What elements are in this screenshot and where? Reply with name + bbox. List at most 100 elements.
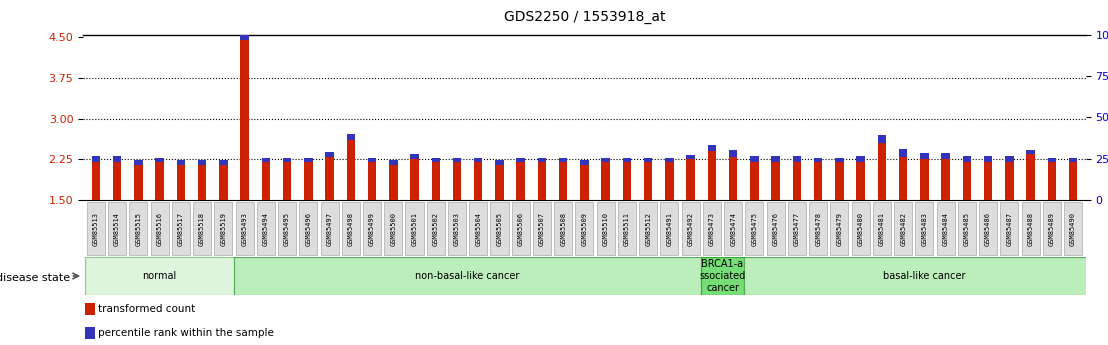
FancyBboxPatch shape	[809, 203, 828, 255]
Bar	[516, 162, 525, 200]
Text: GSM85483: GSM85483	[922, 211, 927, 246]
FancyBboxPatch shape	[554, 203, 572, 255]
Bar	[219, 160, 227, 165]
Bar	[347, 140, 355, 200]
Bar	[814, 162, 822, 200]
Text: GSM85485: GSM85485	[964, 211, 970, 246]
Bar	[581, 160, 588, 165]
Text: GSM85480: GSM85480	[858, 211, 863, 246]
Bar	[1005, 156, 1014, 162]
Bar	[878, 143, 886, 200]
Text: GSM85490: GSM85490	[1070, 211, 1076, 246]
FancyBboxPatch shape	[85, 257, 234, 295]
Text: GSM85476: GSM85476	[772, 211, 779, 246]
FancyBboxPatch shape	[746, 203, 763, 255]
Bar	[389, 165, 398, 200]
Bar	[984, 156, 993, 162]
Bar	[750, 156, 759, 162]
Bar	[644, 162, 653, 200]
Bar	[198, 165, 206, 200]
Bar	[771, 156, 780, 162]
FancyBboxPatch shape	[957, 203, 976, 255]
FancyBboxPatch shape	[915, 203, 933, 255]
FancyBboxPatch shape	[597, 203, 615, 255]
FancyBboxPatch shape	[130, 203, 147, 255]
Bar	[899, 157, 907, 200]
Text: GSM85510: GSM85510	[603, 211, 608, 246]
FancyBboxPatch shape	[341, 203, 360, 255]
Bar	[687, 159, 695, 200]
Text: GSM85517: GSM85517	[177, 211, 184, 246]
Text: GSM85487: GSM85487	[1006, 211, 1013, 246]
FancyBboxPatch shape	[830, 203, 849, 255]
Text: GSM85484: GSM85484	[943, 211, 948, 246]
Bar	[92, 156, 100, 162]
FancyBboxPatch shape	[236, 203, 254, 255]
Bar	[347, 134, 355, 140]
Bar	[389, 160, 398, 165]
Bar	[453, 162, 461, 200]
FancyBboxPatch shape	[873, 203, 891, 255]
Text: normal: normal	[143, 271, 176, 281]
FancyBboxPatch shape	[86, 203, 105, 255]
Bar	[326, 152, 334, 157]
FancyBboxPatch shape	[512, 203, 530, 255]
FancyBboxPatch shape	[406, 203, 423, 255]
Bar	[431, 162, 440, 200]
Bar	[176, 160, 185, 165]
Bar	[240, 33, 249, 40]
Text: GSM85492: GSM85492	[688, 211, 694, 246]
FancyBboxPatch shape	[151, 203, 168, 255]
Text: basal-like cancer: basal-like cancer	[883, 271, 966, 281]
Bar	[113, 156, 122, 162]
Bar	[708, 151, 716, 200]
Text: GSM85506: GSM85506	[517, 211, 524, 246]
Bar	[453, 158, 461, 162]
FancyBboxPatch shape	[1064, 203, 1083, 255]
Bar	[283, 162, 291, 200]
Bar	[942, 153, 950, 159]
Text: GSM85482: GSM85482	[900, 211, 906, 246]
Bar	[963, 156, 971, 162]
FancyBboxPatch shape	[852, 203, 870, 255]
Bar	[963, 162, 971, 200]
Bar	[665, 158, 674, 162]
FancyBboxPatch shape	[533, 203, 551, 255]
Text: GSM85519: GSM85519	[220, 211, 226, 246]
Bar	[431, 158, 440, 162]
Bar	[856, 162, 865, 200]
Text: GSM85515: GSM85515	[135, 211, 142, 246]
Text: GSM85474: GSM85474	[730, 211, 736, 246]
FancyBboxPatch shape	[894, 203, 912, 255]
FancyBboxPatch shape	[743, 257, 1105, 295]
Bar	[878, 135, 886, 143]
Bar	[623, 158, 632, 162]
FancyBboxPatch shape	[788, 203, 806, 255]
Bar	[410, 159, 419, 200]
Text: GSM85516: GSM85516	[156, 211, 163, 246]
FancyBboxPatch shape	[278, 203, 296, 255]
Text: GSM85473: GSM85473	[709, 211, 715, 246]
Bar	[920, 159, 929, 200]
Text: non-basal-like cancer: non-basal-like cancer	[416, 271, 520, 281]
Bar	[198, 160, 206, 165]
FancyBboxPatch shape	[257, 203, 275, 255]
Bar	[219, 165, 227, 200]
Bar	[899, 148, 907, 157]
Text: BRCA1-a
ssociated
cancer: BRCA1-a ssociated cancer	[699, 259, 746, 293]
Text: GSM85481: GSM85481	[879, 211, 885, 246]
Bar	[665, 162, 674, 200]
Bar	[368, 158, 377, 162]
Bar	[537, 162, 546, 200]
FancyBboxPatch shape	[681, 203, 700, 255]
Bar	[942, 159, 950, 200]
Text: GSM85511: GSM85511	[624, 211, 630, 246]
Text: GSM85497: GSM85497	[327, 211, 332, 246]
FancyBboxPatch shape	[109, 203, 126, 255]
Bar	[835, 158, 843, 162]
FancyBboxPatch shape	[491, 203, 509, 255]
FancyBboxPatch shape	[660, 203, 678, 255]
FancyBboxPatch shape	[1043, 203, 1060, 255]
Text: GSM85477: GSM85477	[794, 211, 800, 246]
Text: GSM85493: GSM85493	[242, 211, 247, 246]
